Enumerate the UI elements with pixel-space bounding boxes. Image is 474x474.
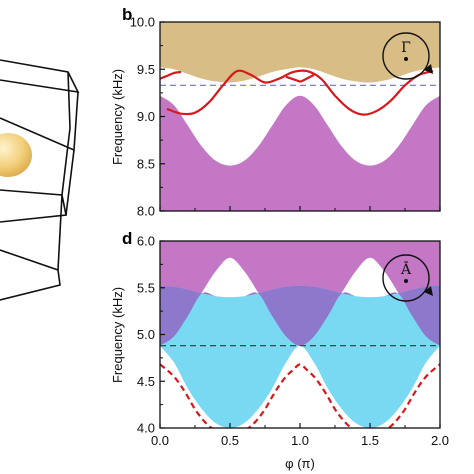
panel-d-ytick-label-4: 6.0 bbox=[137, 234, 155, 249]
cage-edge-right bbox=[57, 71, 71, 271]
panel-b-ytick-label-1: 8.5 bbox=[137, 156, 155, 171]
inset-symbol-a: Ā bbox=[400, 260, 412, 278]
cage-edge-bottom bbox=[0, 249, 61, 301]
panel-d-ticks: 4.0 4.5 5.0 5.5 6.0 0.0 0.5 1.0 1.5 2.0 bbox=[137, 234, 449, 449]
panel-d-xtick-label-4: 2.0 bbox=[431, 433, 449, 448]
cage-edge-mid bbox=[0, 117, 75, 151]
panel-d-xtick-label-0: 0.0 bbox=[151, 433, 169, 448]
panel-b: 8.0 8.5 9.0 9.5 10.0 Frequency (kHz) Γ̄ bbox=[110, 15, 441, 219]
panel-b-ytick-label-3: 9.5 bbox=[137, 62, 155, 77]
inset-dot-gamma bbox=[404, 57, 408, 61]
panel-b-ytick-label-0: 8.0 bbox=[137, 204, 155, 219]
cage-edge-top bbox=[0, 59, 80, 94]
panel-b-ylabel: Frequency (kHz) bbox=[110, 69, 125, 165]
panel-d-ytick-label-0: 4.0 bbox=[137, 421, 155, 436]
panel-b-plot-area bbox=[160, 22, 440, 211]
panel-letter-b: b bbox=[122, 5, 132, 24]
panel-d-xtick-label-3: 1.5 bbox=[361, 433, 379, 448]
lower-band bbox=[160, 95, 440, 211]
panel-d-xtick-label-1: 0.5 bbox=[221, 433, 239, 448]
overlap-band bbox=[160, 285, 440, 346]
upper-band bbox=[160, 22, 440, 83]
panel-b-ticks: 8.0 8.5 9.0 9.5 10.0 bbox=[130, 15, 441, 219]
red-curve-segment-0 bbox=[160, 71, 182, 80]
panel-d-ytick-label-2: 5.0 bbox=[137, 327, 155, 342]
red-curve-segment-1 bbox=[166, 69, 434, 116]
panel-letter-d: d bbox=[122, 229, 132, 248]
cage-edge-right-back bbox=[65, 91, 79, 216]
panel-d-xtick-label-2: 1.0 bbox=[291, 433, 309, 448]
unit-cell-drawing bbox=[0, 59, 80, 301]
inset-arrow-gamma bbox=[424, 64, 433, 74]
red-dashed-curve bbox=[160, 363, 440, 428]
panel-d-inset: Ā bbox=[382, 254, 433, 302]
panel-d-xlabel: φ (π) bbox=[285, 456, 315, 471]
panel-b-inset: Γ̄ bbox=[382, 32, 433, 80]
panel-d: 4.0 4.5 5.0 5.5 6.0 0.0 0.5 1.0 1.5 2.0 Frequency… bbox=[110, 234, 449, 472]
panel-d-ytick-label-3: 5.5 bbox=[137, 280, 155, 295]
cage-edge-lower bbox=[0, 189, 67, 223]
inset-dot-a bbox=[404, 279, 408, 283]
red-curve-segment-2 bbox=[285, 73, 315, 83]
inset-arrow-a bbox=[424, 286, 433, 296]
inset-symbol-gamma: Γ̄ bbox=[401, 40, 411, 56]
panel-d-ytick-label-1: 4.5 bbox=[137, 374, 155, 389]
inset-circle-a bbox=[382, 254, 430, 302]
cyan-band bbox=[160, 285, 440, 428]
inset-circle-gamma bbox=[382, 32, 430, 80]
panel-b-ytick-label-4: 10.0 bbox=[130, 15, 155, 30]
sphere-icon bbox=[0, 133, 32, 177]
panel-b-ytick-label-2: 9.0 bbox=[137, 109, 155, 124]
panel-d-ylabel: Frequency (kHz) bbox=[110, 287, 125, 383]
panel-d-plot-area bbox=[160, 241, 440, 428]
